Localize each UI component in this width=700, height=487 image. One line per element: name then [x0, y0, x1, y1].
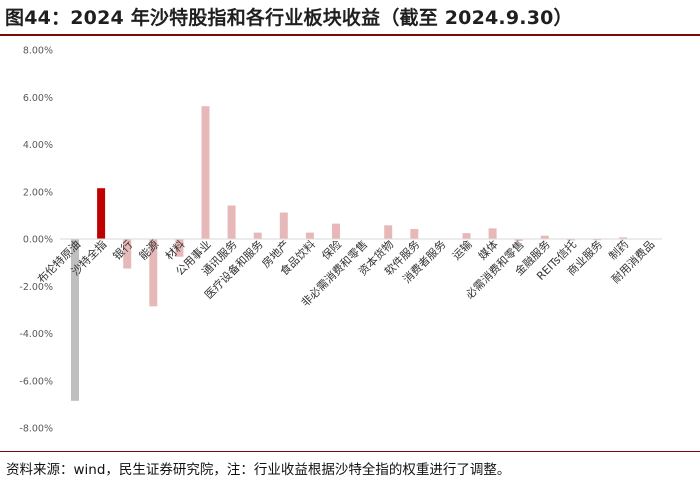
bar — [332, 223, 340, 239]
y-tick-label: 6.00% — [23, 93, 53, 104]
y-tick-label: -2.00% — [19, 282, 53, 293]
title-rule — [0, 34, 700, 36]
bar — [149, 239, 158, 307]
y-axis-ticks: 8.00% 6.00% 4.00% 2.00% 0.00% -2.00% -4.00% -6.… — [19, 46, 53, 435]
bar — [566, 239, 575, 241]
chart-title: 图44：2024 年沙特股指和各行业板块收益（截至 2024.9.30） — [5, 7, 573, 29]
bar — [462, 233, 471, 239]
bar — [540, 235, 549, 239]
bar — [97, 188, 106, 239]
bar — [488, 228, 497, 239]
bars — [71, 106, 628, 401]
y-tick-label: -6.00% — [19, 376, 53, 387]
category-label: 运输 — [449, 237, 474, 262]
bar — [593, 239, 601, 241]
y-tick-label: -8.00% — [19, 424, 53, 435]
source-rule — [0, 451, 700, 452]
bar — [305, 232, 314, 239]
y-tick-label: 2.00% — [23, 187, 53, 198]
category-label: 能源 — [136, 237, 161, 262]
bar — [201, 106, 210, 239]
bar — [619, 237, 628, 239]
y-tick-label: 0.00% — [23, 235, 53, 246]
bar — [253, 232, 262, 239]
bar-chart: 8.00% 6.00% 4.00% 2.00% 0.00% -2.00% -4.00% -6.… — [19, 46, 662, 435]
bar — [123, 239, 132, 269]
y-tick-label: 8.00% — [23, 46, 53, 57]
bar — [279, 212, 288, 239]
bar — [227, 205, 236, 239]
bar — [175, 239, 184, 257]
y-tick-label: -4.00% — [19, 329, 53, 340]
y-tick-label: 4.00% — [23, 140, 53, 151]
bar — [514, 239, 523, 241]
bar — [410, 229, 419, 239]
bar — [71, 239, 79, 401]
bar — [384, 225, 393, 239]
category-label: 银行 — [110, 237, 135, 262]
source-note: 资料来源：wind，民生证券研究院，注：行业收益根据沙特全指的权重进行了调整。 — [6, 462, 511, 478]
